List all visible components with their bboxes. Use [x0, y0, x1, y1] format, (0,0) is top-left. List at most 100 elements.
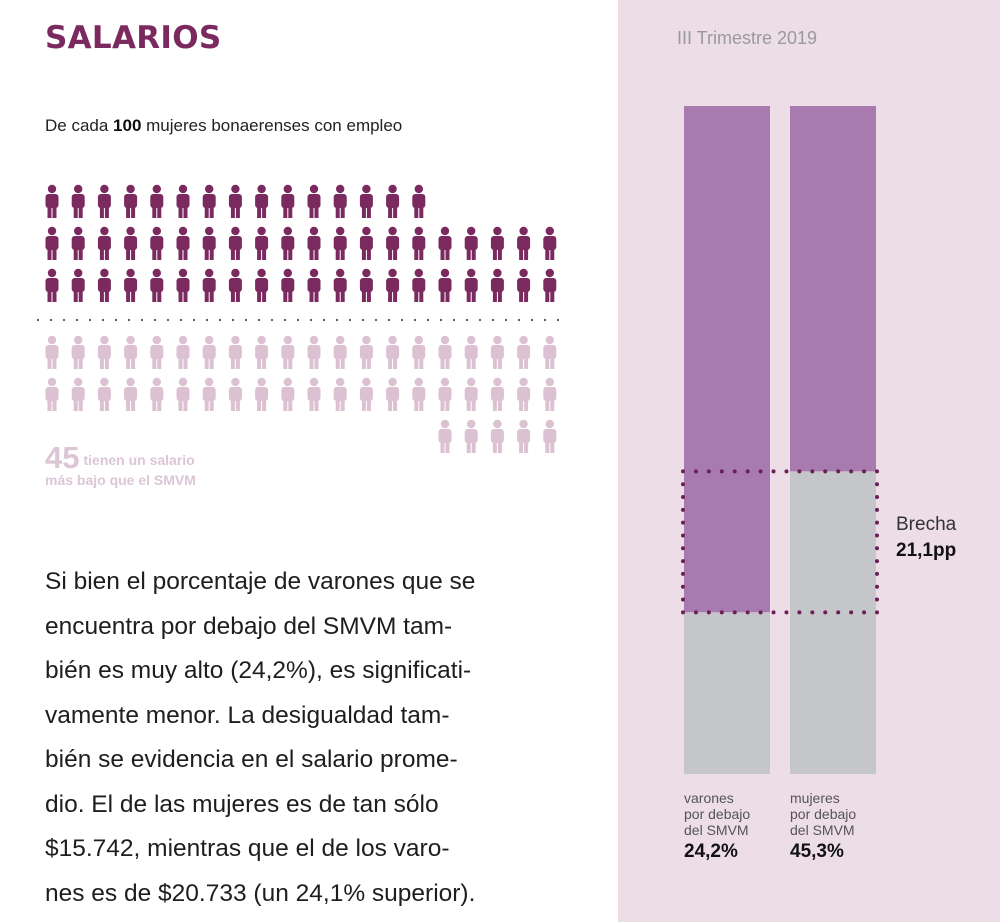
person-icon-above	[438, 268, 452, 302]
person-icon-below	[281, 377, 295, 411]
person-icon-below	[464, 377, 478, 411]
person-icon-below	[438, 419, 452, 453]
person-icon-below	[97, 335, 111, 369]
person-icon-above	[386, 268, 400, 302]
person-icon-above	[490, 268, 504, 302]
bar-varones-above	[684, 106, 770, 613]
pictogram-divider	[36, 318, 560, 322]
person-icon-above	[228, 268, 242, 302]
person-icon-above	[124, 226, 138, 260]
person-icon-below	[307, 377, 321, 411]
person-icon-below	[124, 377, 138, 411]
person-icon-above	[150, 184, 164, 218]
person-icon-above	[124, 184, 138, 218]
person-icon-above	[71, 268, 85, 302]
person-icon-below	[45, 335, 59, 369]
person-icon-below	[464, 335, 478, 369]
person-icon-below	[438, 377, 452, 411]
person-icon-below	[543, 419, 557, 453]
person-icon-below	[517, 377, 531, 411]
below-smvm-line2: más bajo que el SMVM	[45, 472, 196, 488]
person-icon-above	[490, 226, 504, 260]
person-icon-below	[517, 419, 531, 453]
person-icon-above	[359, 226, 373, 260]
person-icon-above	[124, 268, 138, 302]
caption-varones: varones por debajo del SMVM 24,2%	[684, 790, 784, 861]
person-icon-above	[176, 184, 190, 218]
body-paragraph: Si bien el porcentaje de varones que se …	[45, 568, 476, 907]
person-icon-above	[386, 226, 400, 260]
person-icon-below	[412, 377, 426, 411]
person-icon-above	[71, 226, 85, 260]
person-icon-above	[517, 268, 531, 302]
person-icon-below	[255, 377, 269, 411]
person-icon-above	[97, 184, 111, 218]
person-icon-below	[71, 377, 85, 411]
person-icon-below	[176, 377, 190, 411]
person-icon-below	[517, 335, 531, 369]
person-icon-above	[307, 226, 321, 260]
person-icon-above	[281, 184, 295, 218]
person-icon-below	[202, 377, 216, 411]
person-icon-above	[333, 226, 347, 260]
person-icon-above	[333, 184, 347, 218]
person-icon-below	[281, 335, 295, 369]
bar-mujeres-above	[790, 106, 876, 472]
person-icon-above	[45, 184, 59, 218]
person-icon-below	[150, 335, 164, 369]
person-icon-below	[176, 335, 190, 369]
person-icon-above	[176, 268, 190, 302]
caption-mujeres-text: mujeres por debajo del SMVM	[790, 790, 857, 838]
below-smvm-count: 45	[45, 440, 80, 475]
subtitle-prefix: De cada	[45, 116, 114, 135]
subtitle-suffix: mujeres bonaerenses con empleo	[141, 116, 403, 135]
person-icon-below	[307, 335, 321, 369]
person-icon-below	[543, 377, 557, 411]
person-icon-below	[464, 419, 478, 453]
person-icon-above	[307, 184, 321, 218]
person-icon-below	[543, 335, 557, 369]
person-icon-above	[438, 226, 452, 260]
person-icon-above	[464, 226, 478, 260]
person-icon-below	[490, 419, 504, 453]
person-icon-above	[97, 268, 111, 302]
person-icon-below	[490, 335, 504, 369]
person-icon-below	[333, 335, 347, 369]
person-icon-below	[150, 377, 164, 411]
person-icon-above	[307, 268, 321, 302]
person-icon-above	[386, 184, 400, 218]
section-title: SALARIOS	[45, 20, 222, 56]
person-icon-above	[202, 226, 216, 260]
caption-varones-text: varones por debajo del SMVM	[684, 790, 751, 838]
person-icon-below	[359, 335, 373, 369]
person-icon-below	[228, 335, 242, 369]
person-icon-above	[71, 184, 85, 218]
subtitle-bold-number: 100	[113, 116, 142, 135]
person-icon-above	[202, 268, 216, 302]
below-smvm-line1: tienen un salario	[83, 452, 195, 468]
person-icon-below	[333, 377, 347, 411]
below-smvm-label: 45 tienen un salario más bajo que el SMVM	[45, 442, 196, 490]
person-icon-above	[543, 226, 557, 260]
person-icon-above	[255, 184, 269, 218]
person-icon-above	[150, 268, 164, 302]
person-icon-below	[255, 335, 269, 369]
person-icon-above	[359, 184, 373, 218]
person-icon-above	[412, 226, 426, 260]
person-icon-below	[438, 335, 452, 369]
person-icon-below	[228, 377, 242, 411]
gap-box	[681, 469, 879, 615]
person-icon-above	[517, 226, 531, 260]
person-icon-above	[176, 226, 190, 260]
person-icon-above	[281, 226, 295, 260]
pictogram-chart	[36, 184, 560, 453]
text-column: SALARIOS De cada 100 mujeres bonaerenses…	[36, 20, 560, 907]
person-icon-above	[45, 268, 59, 302]
person-icon-above	[359, 268, 373, 302]
person-icon-above	[412, 184, 426, 218]
person-icon-above	[45, 226, 59, 260]
person-icon-below	[490, 377, 504, 411]
person-icon-above	[464, 268, 478, 302]
chart-period-title: III Trimestre 2019	[677, 28, 818, 48]
